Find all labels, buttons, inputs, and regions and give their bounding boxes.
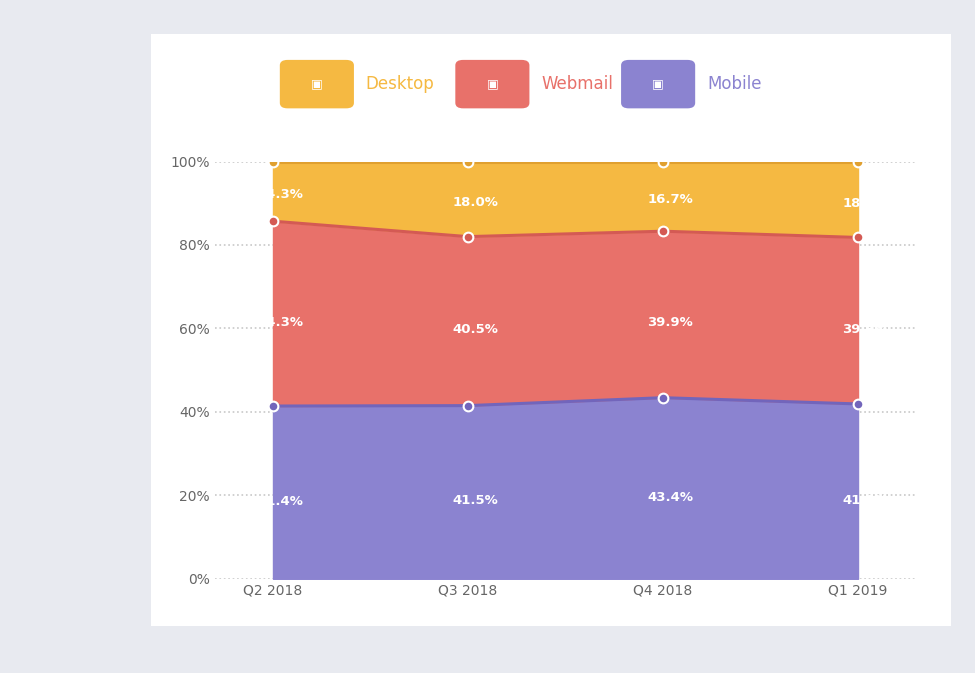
Text: ▣: ▣ bbox=[487, 77, 498, 91]
Text: 43.4%: 43.4% bbox=[647, 491, 693, 504]
Text: 40.5%: 40.5% bbox=[452, 323, 498, 336]
Text: ▣: ▣ bbox=[311, 77, 323, 91]
Text: 39.9%: 39.9% bbox=[647, 316, 693, 329]
Text: 41.4%: 41.4% bbox=[257, 495, 303, 507]
Text: Mobile: Mobile bbox=[707, 75, 761, 93]
Text: 44.3%: 44.3% bbox=[257, 316, 303, 329]
Text: 18.2%: 18.2% bbox=[842, 197, 888, 210]
Text: 16.7%: 16.7% bbox=[647, 193, 693, 207]
Text: 39.9%: 39.9% bbox=[842, 322, 888, 336]
Text: 41.9%: 41.9% bbox=[842, 493, 888, 507]
Text: Webmail: Webmail bbox=[541, 75, 613, 93]
Text: Desktop: Desktop bbox=[366, 75, 435, 93]
Text: 18.0%: 18.0% bbox=[452, 197, 498, 209]
Text: ▣: ▣ bbox=[652, 77, 664, 91]
Text: 14.3%: 14.3% bbox=[257, 188, 303, 201]
Text: 41.5%: 41.5% bbox=[452, 495, 498, 507]
